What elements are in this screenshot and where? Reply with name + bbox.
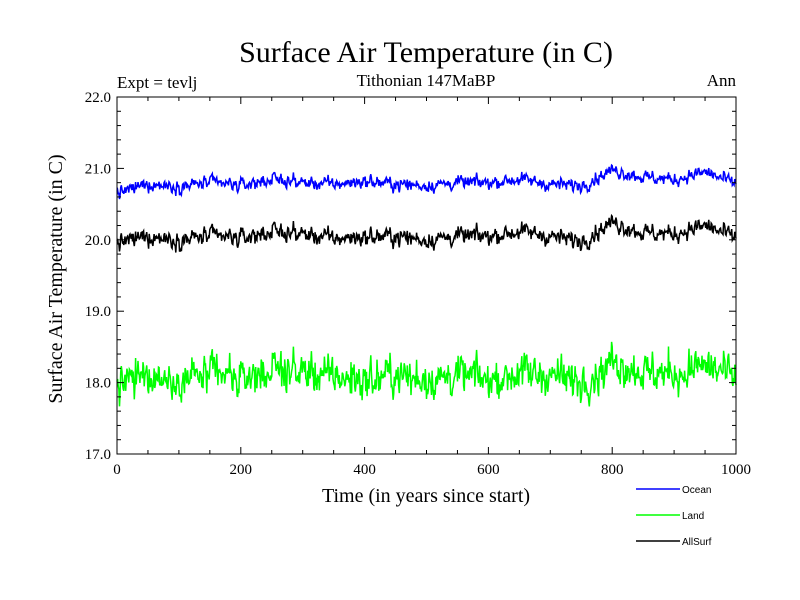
y-tick-label: 20.0 xyxy=(85,233,111,249)
subtitle-season: Ann xyxy=(707,71,737,90)
chart-title: Surface Air Temperature (in C) xyxy=(239,36,613,69)
y-tick-label: 18.0 xyxy=(85,376,111,392)
x-tick-label: 200 xyxy=(230,462,253,478)
series-line-land xyxy=(116,341,737,407)
legend-label-allsurf: AllSurf xyxy=(682,537,712,548)
legend: Ocean Land AllSurf xyxy=(636,485,712,548)
series-line-allsurf xyxy=(116,213,737,253)
plot-area: 0 200 400 600 800 1000 17.0 18.0 19.0 20.0 21.0 22.… xyxy=(85,90,751,478)
y-axis-label: Surface Air Temperature (in C) xyxy=(45,154,67,403)
y-tick-label: 22.0 xyxy=(85,90,111,106)
x-tick-label: 1000 xyxy=(721,462,751,478)
legend-label-land: Land xyxy=(682,511,704,522)
subtitle-experiment: Expt = tevlj xyxy=(117,73,197,92)
legend-label-ocean: Ocean xyxy=(682,485,711,496)
x-tick-label: 400 xyxy=(353,462,376,478)
x-axis-label: Time (in years since start) xyxy=(322,485,530,507)
x-tick-label: 600 xyxy=(477,462,500,478)
y-tick-label: 17.0 xyxy=(85,447,111,463)
x-tick-label: 800 xyxy=(601,462,624,478)
y-tick-label: 21.0 xyxy=(85,161,111,177)
y-tick-label: 19.0 xyxy=(85,304,111,320)
subtitle-period: Tithonian 147MaBP xyxy=(357,71,496,90)
series-line-ocean xyxy=(116,163,737,200)
x-tick-label: 0 xyxy=(113,462,121,478)
